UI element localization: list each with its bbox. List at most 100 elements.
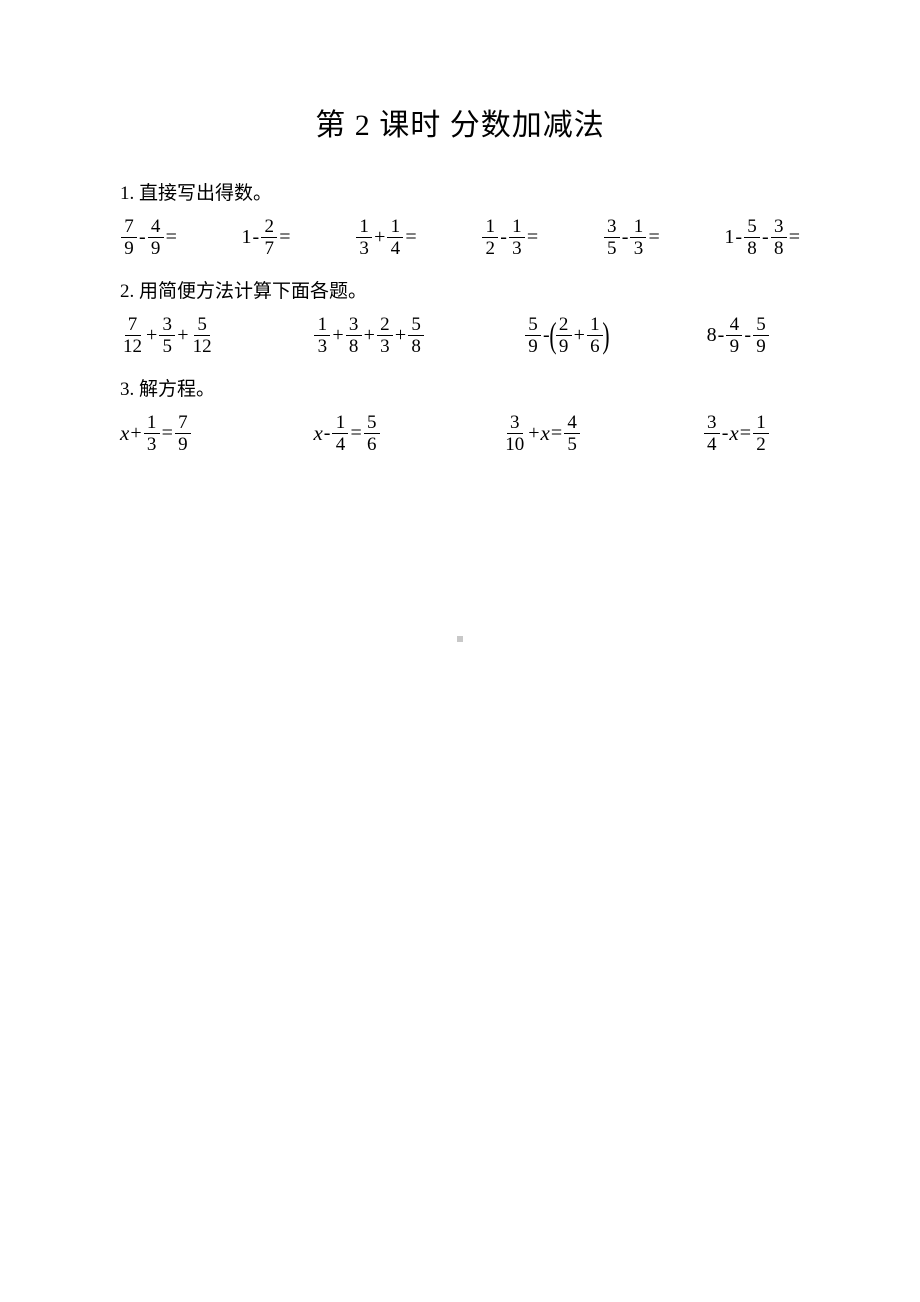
numerator: 2 bbox=[556, 315, 572, 336]
fraction: 5 8 bbox=[744, 217, 760, 258]
numerator: 3 bbox=[346, 315, 362, 336]
fraction: 3 4 bbox=[704, 413, 720, 454]
denominator: 4 bbox=[387, 238, 403, 258]
operator: + bbox=[146, 324, 157, 347]
operator: - bbox=[253, 226, 260, 249]
denominator: 3 bbox=[377, 336, 393, 356]
fraction: 1 4 bbox=[387, 217, 403, 258]
denominator: 6 bbox=[587, 336, 603, 356]
page-title: 第 2 课时 分数加减法 bbox=[120, 100, 800, 144]
numerator: 3 bbox=[604, 217, 620, 238]
operator: + bbox=[130, 422, 141, 445]
fraction: 1 3 bbox=[509, 217, 525, 258]
expr-1-4: 1 2 - 1 3 = bbox=[481, 217, 538, 258]
equals-sign: = bbox=[279, 226, 290, 249]
operator: - bbox=[500, 226, 507, 249]
right-paren-icon: ) bbox=[602, 321, 609, 350]
denominator: 2 bbox=[753, 434, 769, 454]
denominator: 5 bbox=[564, 434, 580, 454]
fraction: 4 5 bbox=[564, 413, 580, 454]
variable-x: x bbox=[729, 421, 738, 446]
fraction: 3 10 bbox=[503, 413, 526, 454]
denominator: 3 bbox=[509, 238, 525, 258]
equals-sign: = bbox=[740, 422, 751, 445]
numerator: 1 bbox=[753, 413, 769, 434]
variable-x: x bbox=[541, 421, 550, 446]
numerator: 1 bbox=[314, 315, 330, 336]
denominator: 9 bbox=[726, 336, 742, 356]
operator: - bbox=[139, 226, 146, 249]
denominator: 9 bbox=[148, 238, 164, 258]
numerator: 7 bbox=[121, 217, 137, 238]
numerator: 5 bbox=[753, 315, 769, 336]
expr-2-3: 5 9 - ( 2 9 + 1 6 ) bbox=[524, 315, 608, 356]
numerator: 3 bbox=[704, 413, 720, 434]
equals-sign: = bbox=[527, 226, 538, 249]
worksheet-page: 第 2 课时 分数加减法 1. 直接写出得数。 7 9 - 4 9 = 1 - … bbox=[0, 0, 920, 1302]
denominator: 9 bbox=[753, 336, 769, 356]
operator: + bbox=[177, 324, 188, 347]
equals-sign: = bbox=[405, 226, 416, 249]
fraction: 1 6 bbox=[587, 315, 603, 356]
operator: - bbox=[762, 226, 769, 249]
fraction: 1 4 bbox=[332, 413, 348, 454]
fraction: 1 3 bbox=[314, 315, 330, 356]
fraction: 7 9 bbox=[175, 413, 191, 454]
denominator: 8 bbox=[408, 336, 424, 356]
operator: + bbox=[374, 226, 385, 249]
numerator: 1 bbox=[144, 413, 160, 434]
numerator: 1 bbox=[587, 315, 603, 336]
numerator: 1 bbox=[509, 217, 525, 238]
denominator: 8 bbox=[744, 238, 760, 258]
operator: - bbox=[722, 422, 729, 445]
section-2-heading: 2. 用简便方法计算下面各题。 bbox=[120, 276, 800, 303]
operator: + bbox=[332, 324, 343, 347]
fraction: 5 12 bbox=[191, 315, 214, 356]
numerator: 5 bbox=[525, 315, 541, 336]
numerator: 5 bbox=[194, 315, 210, 336]
fraction: 2 9 bbox=[556, 315, 572, 356]
variable-x: x bbox=[120, 421, 129, 446]
fraction: 7 12 bbox=[121, 315, 144, 356]
denominator: 10 bbox=[503, 434, 526, 454]
numerator: 4 bbox=[726, 315, 742, 336]
numerator: 7 bbox=[175, 413, 191, 434]
numerator: 3 bbox=[771, 217, 787, 238]
denominator: 2 bbox=[482, 238, 498, 258]
operator: + bbox=[574, 324, 585, 347]
denominator: 6 bbox=[364, 434, 380, 454]
fraction: 1 2 bbox=[753, 413, 769, 454]
denominator: 3 bbox=[356, 238, 372, 258]
fraction: 3 5 bbox=[604, 217, 620, 258]
numerator: 1 bbox=[387, 217, 403, 238]
equals-sign: = bbox=[551, 422, 562, 445]
numerator: 5 bbox=[364, 413, 380, 434]
expr-2-4: 8 - 4 9 - 5 9 bbox=[707, 315, 770, 356]
equals-sign: = bbox=[166, 226, 177, 249]
fraction: 3 8 bbox=[346, 315, 362, 356]
expr-3-3: 3 10 + x = 4 5 bbox=[502, 413, 581, 454]
operator: - bbox=[744, 324, 751, 347]
operator: - bbox=[718, 324, 725, 347]
fraction: 1 2 bbox=[482, 217, 498, 258]
denominator: 9 bbox=[556, 336, 572, 356]
expr-2-2: 1 3 + 3 8 + 2 3 + 5 8 bbox=[313, 315, 425, 356]
denominator: 8 bbox=[771, 238, 787, 258]
fraction: 7 9 bbox=[121, 217, 137, 258]
operator: - bbox=[324, 422, 331, 445]
section-3-heading: 3. 解方程。 bbox=[120, 374, 800, 401]
expr-1-5: 3 5 - 1 3 = bbox=[603, 217, 660, 258]
numerator: 5 bbox=[744, 217, 760, 238]
fraction: 1 3 bbox=[356, 217, 372, 258]
equals-sign: = bbox=[350, 422, 361, 445]
fraction: 4 9 bbox=[148, 217, 164, 258]
denominator: 4 bbox=[332, 434, 348, 454]
denominator: 3 bbox=[314, 336, 330, 356]
fraction: 5 8 bbox=[408, 315, 424, 356]
page-center-marker-icon bbox=[457, 636, 463, 642]
operator: + bbox=[395, 324, 406, 347]
whole-number: 1 bbox=[724, 226, 734, 249]
fraction: 5 9 bbox=[525, 315, 541, 356]
numerator: 1 bbox=[332, 413, 348, 434]
variable-x: x bbox=[313, 421, 322, 446]
